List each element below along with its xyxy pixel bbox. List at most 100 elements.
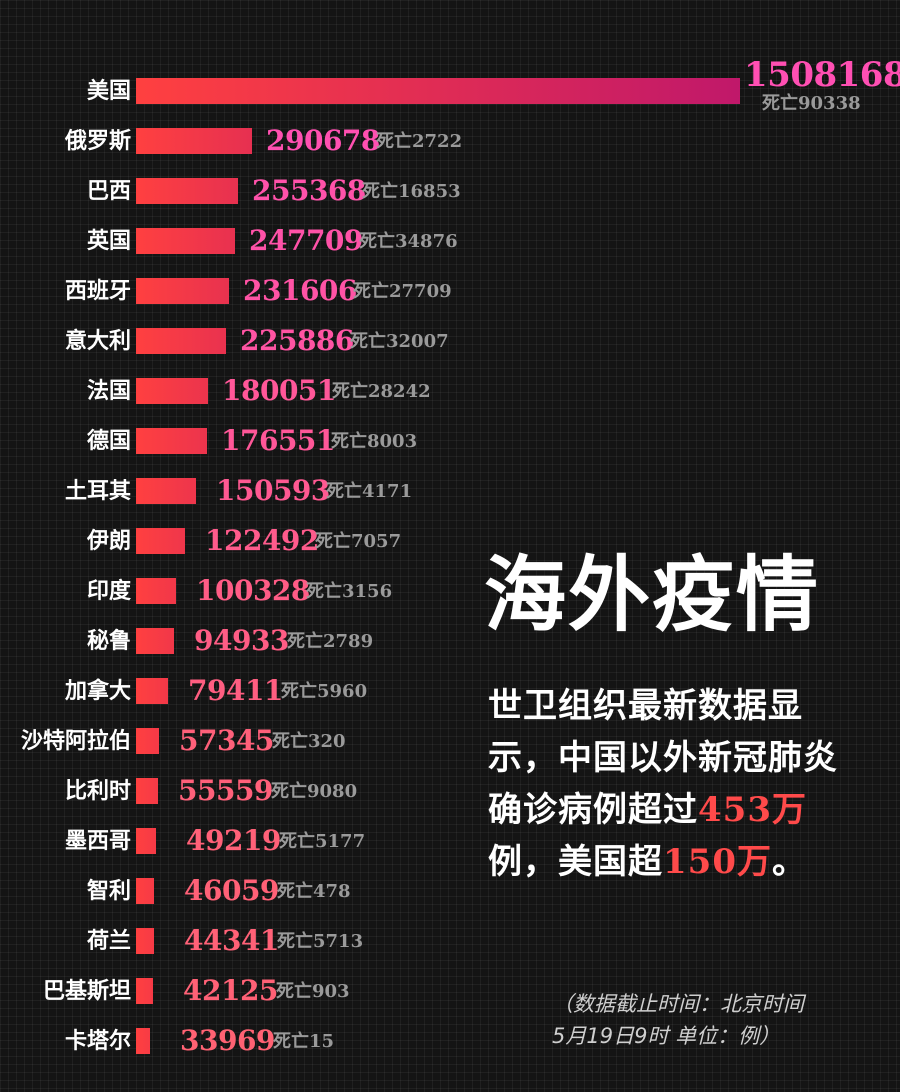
bar bbox=[136, 628, 174, 654]
page-title: 海外疫情 bbox=[484, 547, 821, 643]
category-label: 印度 bbox=[86, 578, 131, 604]
death-label: 死亡4171 bbox=[326, 481, 413, 502]
chart-row: 比利时 55559 死亡9080 bbox=[0, 774, 900, 824]
death-label: 死亡15 bbox=[273, 1031, 335, 1052]
value-label: 247709 bbox=[249, 224, 363, 257]
chart-row: 秘鲁 94933 死亡2789 bbox=[0, 624, 900, 674]
chart-row: 巴西 255368 死亡16853 bbox=[0, 174, 900, 224]
death-label: 死亡32007 bbox=[350, 331, 449, 352]
death-label: 死亡8003 bbox=[331, 431, 418, 452]
description-highlight-total: 453万 bbox=[698, 790, 807, 830]
bar bbox=[136, 278, 229, 304]
category-label: 意大利 bbox=[64, 328, 131, 354]
death-label: 死亡5960 bbox=[281, 681, 368, 702]
description-highlight-us: 150万 bbox=[663, 842, 772, 882]
death-label: 死亡28242 bbox=[332, 381, 431, 402]
death-label: 死亡903 bbox=[276, 981, 350, 1002]
data-note: （数据截止时间：北京时间 5月19日9时 单位：例） bbox=[552, 988, 882, 1052]
category-label: 比利时 bbox=[64, 778, 131, 804]
bar bbox=[136, 928, 154, 954]
value-label: 49219 bbox=[186, 824, 281, 857]
chart-row: 卡塔尔 33969 死亡15 bbox=[0, 1024, 900, 1074]
death-label: 死亡478 bbox=[277, 881, 351, 902]
value-label: 176551 bbox=[221, 424, 335, 457]
category-label: 美国 bbox=[86, 78, 131, 104]
description: 世卫组织最新数据显示，中国以外新冠肺炎确诊病例超过453万例，美国超150万。 bbox=[488, 680, 868, 888]
value-label: 55559 bbox=[178, 774, 273, 807]
death-label: 死亡2722 bbox=[376, 131, 463, 152]
category-label: 加拿大 bbox=[64, 678, 131, 704]
bar bbox=[136, 178, 238, 204]
chart-row: 美国 1508168 死亡90338 bbox=[0, 58, 900, 124]
value-label: 231606 bbox=[243, 274, 357, 307]
bar bbox=[136, 578, 176, 604]
bar bbox=[136, 228, 235, 254]
chart-row: 印度 100328 死亡3156 bbox=[0, 574, 900, 624]
chart-row: 伊朗 122492 死亡7057 bbox=[0, 524, 900, 574]
bar bbox=[136, 828, 156, 854]
chart-row: 加拿大 79411 死亡5960 bbox=[0, 674, 900, 724]
value-label: 33969 bbox=[180, 1024, 275, 1057]
death-label: 死亡9080 bbox=[271, 781, 358, 802]
category-label: 秘鲁 bbox=[86, 628, 131, 654]
chart-row: 沙特阿拉伯 57345 死亡320 bbox=[0, 724, 900, 774]
bar bbox=[136, 378, 208, 404]
death-label: 死亡27709 bbox=[353, 281, 452, 302]
chart-row: 意大利 225886 死亡32007 bbox=[0, 324, 900, 374]
death-label: 死亡34876 bbox=[359, 231, 458, 252]
bar bbox=[136, 778, 158, 804]
chart-row: 西班牙 231606 死亡27709 bbox=[0, 274, 900, 324]
category-label: 法国 bbox=[86, 378, 131, 404]
category-label: 巴西 bbox=[86, 178, 131, 204]
bar bbox=[136, 978, 153, 1004]
data-note-line-1: （数据截止时间：北京时间 bbox=[552, 992, 804, 1016]
death-label: 死亡3156 bbox=[306, 581, 393, 602]
value-label: 94933 bbox=[194, 624, 289, 657]
bar bbox=[136, 128, 252, 154]
value-label: 150593 bbox=[216, 474, 330, 507]
chart-row: 墨西哥 49219 死亡5177 bbox=[0, 824, 900, 874]
bar bbox=[136, 78, 740, 104]
chart-row: 土耳其 150593 死亡4171 bbox=[0, 474, 900, 524]
chart-row: 智利 46059 死亡478 bbox=[0, 874, 900, 924]
death-label: 死亡5713 bbox=[277, 931, 364, 952]
category-label: 智利 bbox=[86, 878, 131, 904]
category-label: 墨西哥 bbox=[64, 828, 131, 854]
category-label: 英国 bbox=[86, 228, 131, 254]
bar bbox=[136, 1028, 150, 1054]
category-label: 伊朗 bbox=[86, 528, 131, 554]
description-text-2: 例，美国超 bbox=[488, 842, 663, 882]
bar bbox=[136, 328, 226, 354]
value-label: 42125 bbox=[183, 974, 278, 1007]
category-label: 德国 bbox=[86, 428, 131, 454]
death-label: 死亡7057 bbox=[315, 531, 402, 552]
chart-row: 英国 247709 死亡34876 bbox=[0, 224, 900, 274]
value-label: 290678 bbox=[266, 124, 380, 157]
category-label: 沙特阿拉伯 bbox=[20, 728, 131, 754]
description-text-1: 世卫组织最新数据显示，中国以外新冠肺炎确诊病例超过 bbox=[488, 686, 838, 830]
category-label: 西班牙 bbox=[64, 278, 131, 304]
death-label: 死亡16853 bbox=[362, 181, 461, 202]
category-label: 土耳其 bbox=[64, 478, 131, 504]
death-label: 死亡90338 bbox=[762, 93, 861, 114]
bar bbox=[136, 878, 154, 904]
bar bbox=[136, 478, 196, 504]
chart-row: 俄罗斯 290678 死亡2722 bbox=[0, 124, 900, 174]
description-text-3: 。 bbox=[771, 842, 807, 882]
category-label: 卡塔尔 bbox=[64, 1028, 131, 1054]
bar bbox=[136, 528, 185, 554]
value-label: 79411 bbox=[188, 674, 283, 707]
category-label: 俄罗斯 bbox=[64, 128, 131, 154]
category-label: 巴基斯坦 bbox=[42, 978, 131, 1004]
value-label: 44341 bbox=[184, 924, 279, 957]
value-label: 225886 bbox=[240, 324, 354, 357]
chart-row: 巴基斯坦 42125 死亡903 bbox=[0, 974, 900, 1024]
death-label: 死亡5177 bbox=[279, 831, 366, 852]
chart-row: 法国 180051 死亡28242 bbox=[0, 374, 900, 424]
chart-row: 荷兰 44341 死亡5713 bbox=[0, 924, 900, 974]
bar bbox=[136, 678, 168, 704]
value-label: 122492 bbox=[205, 524, 319, 557]
value-label: 255368 bbox=[252, 174, 366, 207]
value-label: 57345 bbox=[179, 724, 274, 757]
